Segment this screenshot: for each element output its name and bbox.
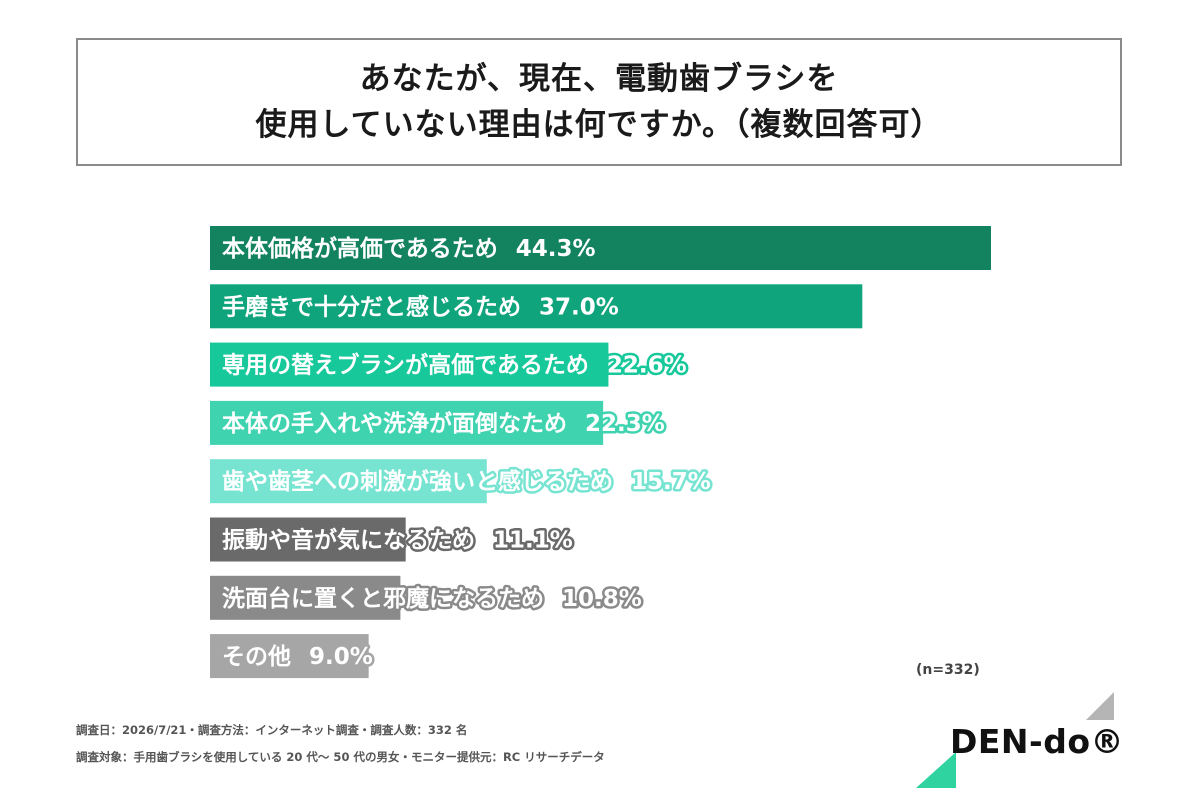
category-label-4: 本体の手入れや洗浄が面倒なため xyxy=(222,410,567,437)
bar-label-2: 手磨きで十分だと感じるため 37.0% xyxy=(222,293,619,320)
category-label-2: 手磨きで十分だと感じるため xyxy=(222,293,521,320)
value-label-1: 44.3% xyxy=(516,236,596,262)
bar-label-3: 専用の替えブラシが高価であるため 22.6% xyxy=(222,352,687,379)
value-label-3: 22.6% xyxy=(607,353,687,379)
bar-label-8: その他 9.0% xyxy=(222,644,373,670)
bar-2 xyxy=(210,284,863,329)
logo-shapes xyxy=(916,692,1114,788)
value-label-6: 11.1% xyxy=(493,528,573,554)
bar-label-4: 本体の手入れや洗浄が面倒なため 22.3% xyxy=(222,410,665,437)
value-label-8: 9.0% xyxy=(309,644,373,670)
logo-corner-accent xyxy=(916,752,956,788)
logo-wordmark: DEN-do® xyxy=(950,722,1125,761)
value-label-4: 22.3% xyxy=(585,411,665,437)
category-label-5: 歯や歯茎への刺激が強いと感じるため xyxy=(222,468,613,495)
title-box: あなたが、現在、電動歯ブラシを 使用していない理由は何ですか。（複数回答可） xyxy=(76,38,1122,166)
bar-3 xyxy=(210,342,609,387)
bar-label-7: 洗面台に置くと邪魔になるため 10.8% xyxy=(222,585,642,612)
category-label-1: 本体価格が高価であるため xyxy=(222,235,498,262)
category-label-6: 振動や音が気になるため xyxy=(222,527,475,554)
bar-4 xyxy=(210,400,604,445)
bar-8 xyxy=(210,634,369,679)
bar-7 xyxy=(210,575,401,620)
logo-corner-shadow xyxy=(1086,692,1114,720)
bar-6 xyxy=(210,517,406,562)
chart-title-line-2: 使用していない理由は何ですか。（複数回答可） xyxy=(255,107,943,143)
brand-logo: DEN-do® xyxy=(916,692,1124,788)
category-label-8: その他 xyxy=(222,644,291,670)
value-label-7: 10.8% xyxy=(562,586,642,612)
value-label-5: 15.7% xyxy=(631,469,711,495)
survey-footnote-1: 調査日：2026/7/21・調査方法：インターネット調査・調査人数：332 名 xyxy=(76,723,468,737)
value-label-2: 37.0% xyxy=(539,294,619,320)
bar-1 xyxy=(210,226,991,270)
category-label-3: 専用の替えブラシが高価であるため xyxy=(222,352,589,379)
sample-size-label: (n=332) xyxy=(916,662,980,678)
bar-label-1: 本体価格が高価であるため 44.3% xyxy=(222,235,596,262)
bar-label-5: 歯や歯茎への刺激が強いと感じるため 15.7% xyxy=(222,468,711,495)
bar-5 xyxy=(210,459,487,504)
category-label-7: 洗面台に置くと邪魔になるため xyxy=(222,585,544,612)
bar-label-6: 振動や音が気になるため 11.1% xyxy=(222,527,573,554)
chart-title-line-1: あなたが、現在、電動歯ブラシを xyxy=(359,61,839,97)
survey-footnote-2: 調査対象：手用歯ブラシを使用している 20 代～ 50 代の男女・モニター提供元… xyxy=(76,750,605,764)
